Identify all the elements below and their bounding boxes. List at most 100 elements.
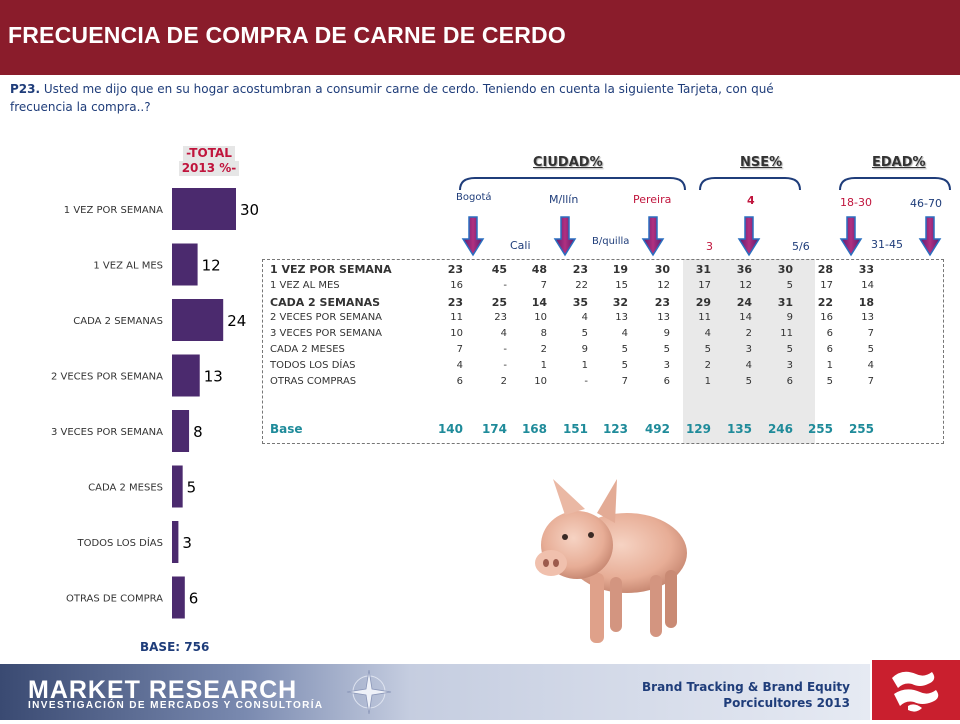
table-cell: 23 (447, 263, 463, 276)
table-cell: 4 (704, 328, 711, 339)
table-cell: 25 (491, 296, 507, 309)
table-cell: 9 (581, 344, 588, 355)
table-cell: 3 (745, 344, 752, 355)
table-cell: 48 (531, 263, 547, 276)
bar-value-label: 24 (227, 312, 246, 330)
table-cell: 7 (540, 280, 547, 291)
bar-value-label: 12 (202, 257, 221, 275)
table-cell: 5 (704, 344, 711, 355)
bar-value-label: 5 (187, 479, 197, 497)
bar-category-label: 2 VECES POR SEMANA (51, 372, 163, 383)
table-cell: 6 (786, 376, 793, 387)
col-e4670: 46-70 (910, 197, 942, 210)
table-cell: 15 (615, 280, 628, 291)
table-cell: 5 (786, 280, 793, 291)
table-cell: 11 (450, 312, 463, 323)
table-cell: 18 (858, 296, 874, 309)
table-cell: 13 (861, 312, 874, 323)
table-cell: 17 (820, 280, 833, 291)
table-cell: 9 (663, 328, 670, 339)
bar (172, 576, 185, 619)
table-cell: 6 (826, 344, 833, 355)
column-arrows (461, 216, 942, 257)
table-cell: 35 (572, 296, 588, 309)
bar-category-label: TODOS LOS DÍAS (76, 536, 163, 549)
pig-image (535, 479, 687, 643)
table-cell: 23 (447, 296, 463, 309)
table-cell: 168 (521, 422, 547, 436)
table-cell: 28 (817, 263, 833, 276)
col-cali: Cali (510, 239, 531, 252)
base-value: 756 (184, 640, 210, 654)
bar (172, 188, 236, 230)
table-cell: - (503, 360, 507, 371)
table-cell: 11 (780, 328, 793, 339)
row-label: OTRAS COMPRAS (270, 376, 357, 387)
table-cell: 1 (581, 360, 588, 371)
compass-icon (346, 669, 392, 715)
table-cell: 6 (663, 376, 670, 387)
col-mllin: M/llín (549, 193, 579, 206)
table-cell: 7 (867, 328, 874, 339)
table-cell: 14 (531, 296, 547, 309)
bar-value-label: 8 (193, 423, 203, 441)
bar-value-label: 6 (189, 590, 199, 608)
table-cell: 5 (867, 344, 874, 355)
table-cell: 5 (663, 344, 670, 355)
bar-value-label: 30 (240, 201, 259, 219)
nse-highlight (683, 259, 815, 444)
table-cell: 3 (663, 360, 670, 371)
footer-line2: Porcicultores 2013 (723, 696, 850, 710)
col-e1830: 18-30 (840, 196, 872, 209)
table-cell: 10 (450, 328, 463, 339)
bar-category-label: OTRAS DE COMPRA (66, 594, 163, 605)
table-row: 3 VECES POR SEMANA 10 4 8 5 4 9 4 2 11 6 7 (270, 328, 945, 344)
table-cell: 4 (500, 328, 507, 339)
table-cell: 174 (481, 422, 507, 436)
table-cell: 30 (654, 263, 670, 276)
row-label: 1 VEZ AL MES (270, 280, 340, 291)
col-nse56: 5/6 (792, 240, 810, 253)
table-cell: 123 (602, 422, 628, 436)
table-cell: 4 (456, 360, 463, 371)
table-cell: 5 (786, 344, 793, 355)
table-cell: 33 (858, 263, 874, 276)
group-nse: NSE% (740, 155, 783, 170)
table-cell: 11 (698, 312, 711, 323)
table-cell: 23 (494, 312, 507, 323)
bar-category-label: 1 VEZ POR SEMANA (64, 205, 163, 216)
table-cell: 12 (739, 280, 752, 291)
logo-icon (892, 671, 939, 712)
table-row: 1 VEZ POR SEMANA 23 45 48 23 19 30 31 36 30 28 33 (270, 263, 945, 279)
table-cell: 32 (612, 296, 628, 309)
col-nse4: 4 (747, 194, 755, 207)
footer-brand-band (0, 664, 410, 720)
bar-category-label: CADA 2 MESES (88, 483, 163, 494)
table-cell: 4 (867, 360, 874, 371)
brand-subtitle: INVESTIGACIÓN DE MERCADOS Y CONSULTORÍA (28, 700, 324, 711)
row-label: CADA 2 SEMANAS (270, 296, 381, 309)
question-text: P23. Usted me dijo que en su hogar acost… (10, 80, 810, 116)
table-cell: 492 (644, 422, 670, 436)
table-cell: 13 (615, 312, 628, 323)
bar (172, 465, 183, 508)
arrow-bogota-icon (461, 216, 485, 257)
col-nse3: 3 (706, 240, 713, 253)
table-cell: 4 (581, 312, 588, 323)
table-cell: 246 (767, 422, 793, 436)
brand-name: MARKET RESEARCH (28, 676, 298, 704)
table-cell: 10 (534, 312, 547, 323)
base-total: BASE: 756 (140, 640, 209, 654)
question-body: Usted me dijo que en su hogar acostumbra… (10, 82, 774, 114)
table-cell: 31 (777, 296, 793, 309)
table-cell: 14 (861, 280, 874, 291)
table-row: 1 VEZ AL MES 16 - 7 22 15 12 17 12 5 17 14 (270, 280, 945, 296)
table-cell: 7 (867, 376, 874, 387)
header-bar (0, 0, 960, 75)
table-cell: 1 (540, 360, 547, 371)
table-cell: 5 (621, 360, 628, 371)
table-cell: 19 (612, 263, 628, 276)
row-label: 2 VECES POR SEMANA (270, 312, 383, 323)
total-bar-chart: 1 VEZ POR SEMANA 30 1 VEZ AL MES 12 CADA 2 S… (51, 188, 259, 619)
table-cell: 45 (491, 263, 507, 276)
